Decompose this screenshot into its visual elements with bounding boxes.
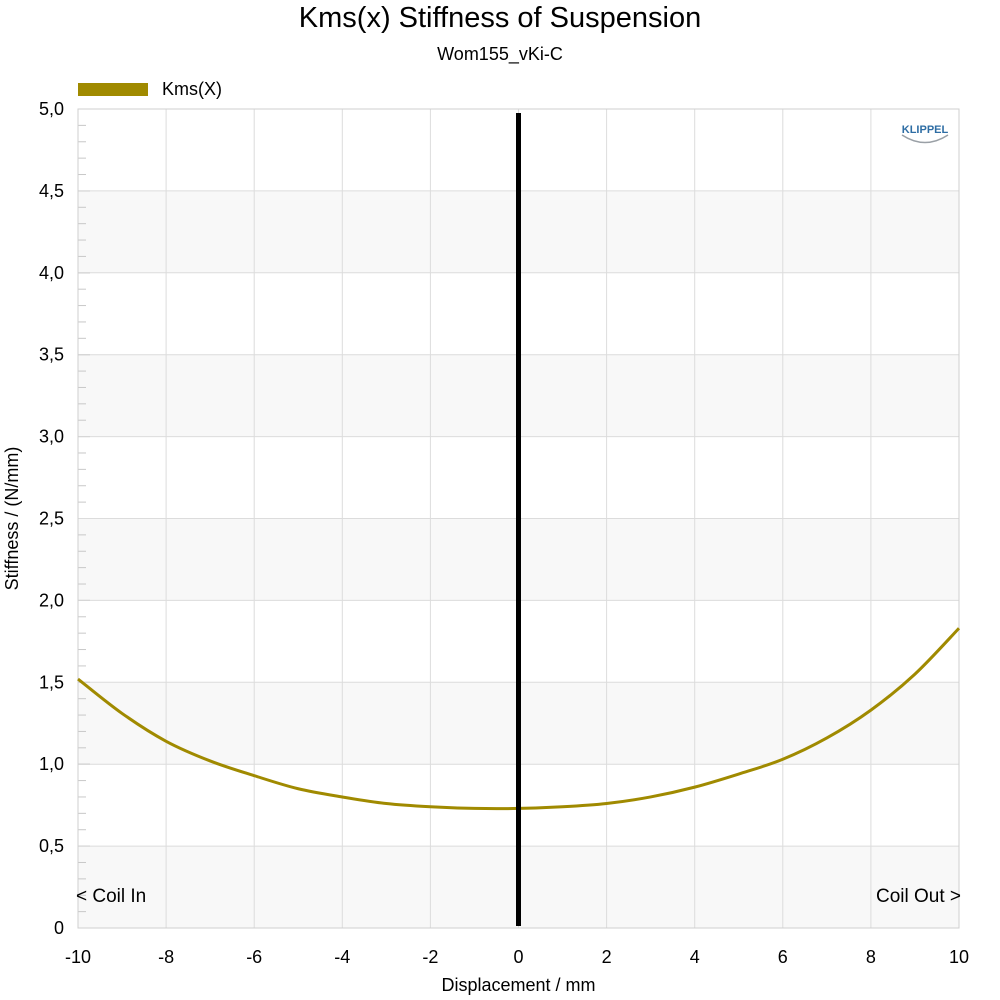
y-tick-label: 4,0 [39,263,64,283]
y-tick-label: 2,5 [39,509,64,529]
coil-in-label: < Coil In [76,886,146,907]
y-tick-label: 1,5 [39,672,64,692]
legend: Kms(X) [78,78,222,100]
y-tick-label: 3,5 [39,345,64,365]
y-tick-label: 0,5 [39,836,64,856]
y-tick-label: 2,0 [39,590,64,610]
x-tick-label: -8 [158,947,174,967]
y-tick-label: 3,0 [39,427,64,447]
x-tick-label: 4 [690,947,700,967]
chart-subtitle: Wom155_vKi-C [437,44,563,64]
x-tick-labels: -10 -8 -6 -4 -2 0 2 4 6 8 10 [65,947,969,967]
x-tick-label: 8 [866,947,876,967]
chart-title: Kms(x) Stiffness of Suspension [298,2,702,34]
x-axis-label: Displacement / mm [441,975,595,995]
klippel-logo: KLIPPEL [901,124,949,144]
klippel-logo-arc [901,134,949,144]
x-tick-label: 10 [949,947,969,967]
x-tick-label: -6 [246,947,262,967]
coil-out-label: Coil Out > [876,886,961,907]
x-tick-label: -4 [334,947,350,967]
y-tick-label: 4,5 [39,181,64,201]
y-tick-label: 0 [54,918,64,938]
x-tick-label: 0 [513,947,523,967]
legend-swatch [78,82,148,96]
klippel-logo-text: KLIPPEL [902,124,949,136]
x-tick-label: 2 [602,947,612,967]
legend-label: Kms(X) [162,78,222,99]
x-tick-label: 6 [778,947,788,967]
plot-frame [77,108,960,929]
x-tick-label: -10 [65,947,91,967]
y-tick-label: 1,0 [39,754,64,774]
y-tick-label: 5,0 [39,99,64,119]
y-axis-label: Stiffness / (N/mm) [2,447,22,591]
y-tick-labels: 0 0,5 1,0 1,5 2,0 2,5 3,0 3,5 4,0 4,5 5,0 [39,99,64,938]
x-tick-label: -2 [422,947,438,967]
